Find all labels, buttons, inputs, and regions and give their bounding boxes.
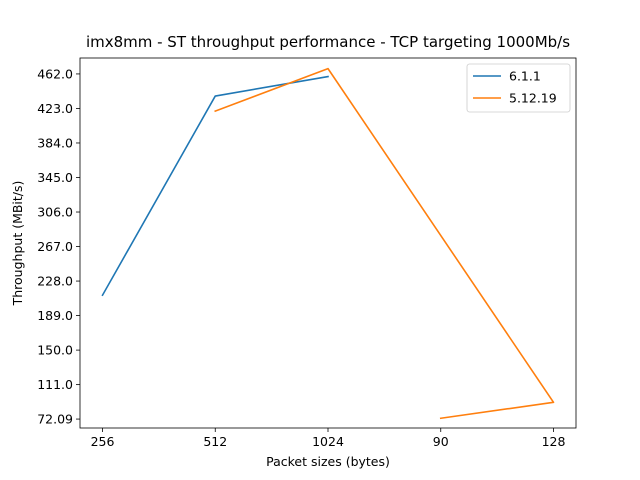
chart-title: imx8mm - ST throughput performance - TCP… xyxy=(86,33,570,51)
x-tick-label: 1024 xyxy=(312,434,344,449)
y-tick-label: 462.0 xyxy=(37,66,73,81)
y-tick-label: 345.0 xyxy=(37,170,73,185)
series-line-1 xyxy=(214,67,555,420)
y-tick-label: 189.0 xyxy=(37,308,73,323)
y-tick-label: 72.09 xyxy=(37,412,73,427)
plot-area-frame xyxy=(79,57,577,429)
y-tick-label: 228.0 xyxy=(37,274,73,289)
y-tick-label: 150.0 xyxy=(37,343,73,358)
y-tick-label: 423.0 xyxy=(37,101,73,116)
x-tick-label: 512 xyxy=(203,434,227,449)
y-tick-label: 267.0 xyxy=(37,239,73,254)
x-tick-label: 256 xyxy=(91,434,115,449)
y-axis-title: Throughput (MBit/s) xyxy=(10,181,25,307)
legend-label-0: 6.1.1 xyxy=(509,69,541,84)
legend-label-1: 5.12.19 xyxy=(509,91,557,106)
axis-ticks: 256 512 1024 90 128 72.09 111.0 150.0 189.0 228.0… xyxy=(37,66,565,449)
y-tick-label: 306.0 xyxy=(37,205,73,220)
legend: 6.1.1 5.12.19 xyxy=(466,63,571,113)
x-axis-title: Packet sizes (bytes) xyxy=(266,454,390,469)
y-tick-label: 111.0 xyxy=(37,377,73,392)
x-tick-label: 90 xyxy=(433,434,449,449)
plot-series xyxy=(101,67,555,420)
y-tick-label: 384.0 xyxy=(37,135,73,150)
x-tick-label: 128 xyxy=(542,434,566,449)
